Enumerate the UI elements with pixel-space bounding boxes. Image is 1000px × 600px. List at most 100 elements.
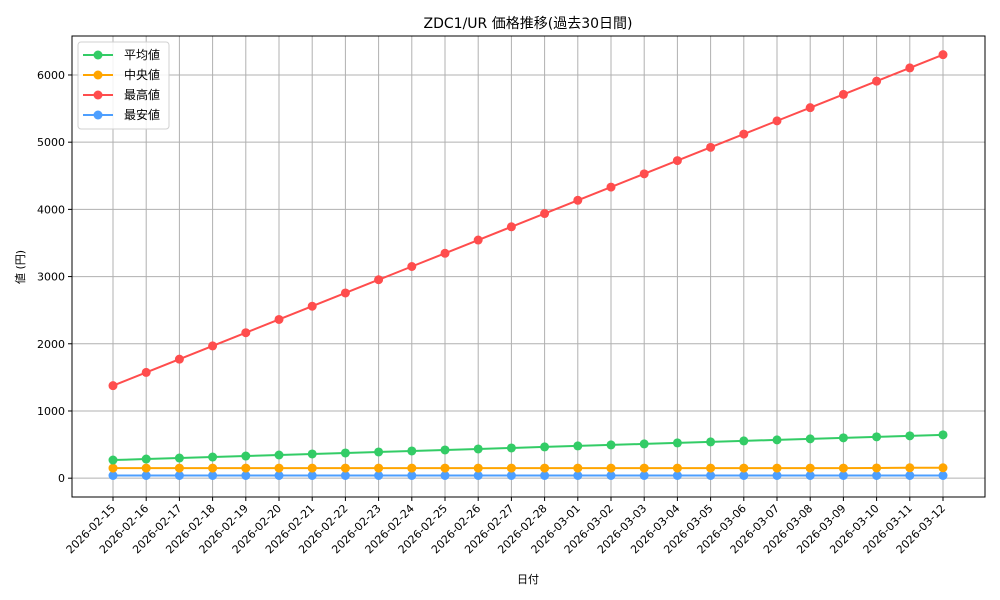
data-point <box>772 470 782 480</box>
data-point <box>739 129 749 139</box>
data-point <box>241 451 251 461</box>
data-point <box>905 463 915 473</box>
data-point <box>307 449 317 459</box>
data-point <box>706 437 716 447</box>
legend-box <box>77 41 170 130</box>
y-tick-label: 0 <box>58 472 65 485</box>
data-point <box>174 354 184 364</box>
data-point <box>905 431 915 441</box>
data-point <box>540 470 550 480</box>
data-point <box>938 470 948 480</box>
y-tick-label: 4000 <box>37 203 65 216</box>
data-point <box>573 441 583 451</box>
data-point <box>672 438 682 448</box>
data-point <box>838 89 848 99</box>
data-point <box>506 443 516 453</box>
data-point <box>473 235 483 245</box>
data-point <box>108 470 118 480</box>
data-point <box>307 301 317 311</box>
data-point <box>141 463 151 473</box>
legend-label: 中央値 <box>124 67 160 82</box>
data-point <box>540 442 550 452</box>
legend-label: 最高値 <box>124 87 160 102</box>
data-point <box>208 470 218 480</box>
data-point <box>473 470 483 480</box>
data-point <box>739 463 749 473</box>
data-point <box>440 470 450 480</box>
data-point <box>805 463 815 473</box>
data-point <box>805 103 815 113</box>
data-point <box>639 169 649 179</box>
data-point <box>241 463 251 473</box>
y-tick-label: 3000 <box>37 271 65 284</box>
data-point <box>706 142 716 152</box>
data-series <box>108 50 948 480</box>
data-point <box>374 447 384 457</box>
data-point <box>606 440 616 450</box>
legend-label: 最安値 <box>124 107 160 122</box>
data-point <box>307 470 317 480</box>
legend-item: 最高値 <box>83 87 160 102</box>
legend-item: 中央値 <box>83 67 160 82</box>
data-point <box>739 470 749 480</box>
chart-title: ZDC1/UR 価格推移(過去30日間) <box>424 16 633 32</box>
data-point <box>606 463 616 473</box>
data-point <box>805 470 815 480</box>
data-point <box>938 50 948 60</box>
data-point <box>108 455 118 465</box>
data-point <box>473 444 483 454</box>
data-point <box>374 275 384 285</box>
data-point <box>241 470 251 480</box>
data-point <box>307 463 317 473</box>
data-point <box>739 436 749 446</box>
legend-marker-icon <box>93 70 103 80</box>
x-axis-label: 日付 <box>517 573 539 586</box>
data-point <box>772 463 782 473</box>
data-point <box>274 470 284 480</box>
legend-item: 平均値 <box>83 47 160 62</box>
data-point <box>872 470 882 480</box>
series-line <box>108 430 948 465</box>
data-point <box>506 463 516 473</box>
data-point <box>805 434 815 444</box>
data-point <box>838 463 848 473</box>
data-point <box>274 463 284 473</box>
legend-label: 平均値 <box>124 47 160 62</box>
data-point <box>606 182 616 192</box>
data-point <box>407 470 417 480</box>
x-axis-ticks: 2026-02-152026-02-162026-02-172026-02-18… <box>64 497 948 556</box>
series-line <box>108 50 948 391</box>
data-point <box>872 432 882 442</box>
data-point <box>672 156 682 166</box>
data-point <box>706 463 716 473</box>
data-point <box>407 463 417 473</box>
data-point <box>141 454 151 464</box>
data-point <box>506 470 516 480</box>
data-point <box>374 470 384 480</box>
data-point <box>540 463 550 473</box>
data-point <box>208 341 218 351</box>
data-point <box>772 435 782 445</box>
data-point <box>241 328 251 338</box>
data-point <box>639 463 649 473</box>
series-line <box>108 463 948 473</box>
data-point <box>407 262 417 271</box>
legend-marker-icon <box>93 90 103 100</box>
data-point <box>274 450 284 460</box>
data-point <box>540 209 550 219</box>
y-tick-label: 5000 <box>37 136 65 149</box>
data-point <box>340 463 350 473</box>
data-point <box>706 470 716 480</box>
y-axis-label: 値 (円) <box>14 250 27 284</box>
data-point <box>905 63 915 73</box>
data-point <box>639 470 649 480</box>
data-point <box>473 463 483 473</box>
data-point <box>440 248 450 258</box>
data-point <box>340 470 350 480</box>
data-point <box>274 314 284 324</box>
data-point <box>208 452 218 462</box>
data-point <box>506 222 516 232</box>
data-point <box>606 470 616 480</box>
data-point <box>174 463 184 473</box>
